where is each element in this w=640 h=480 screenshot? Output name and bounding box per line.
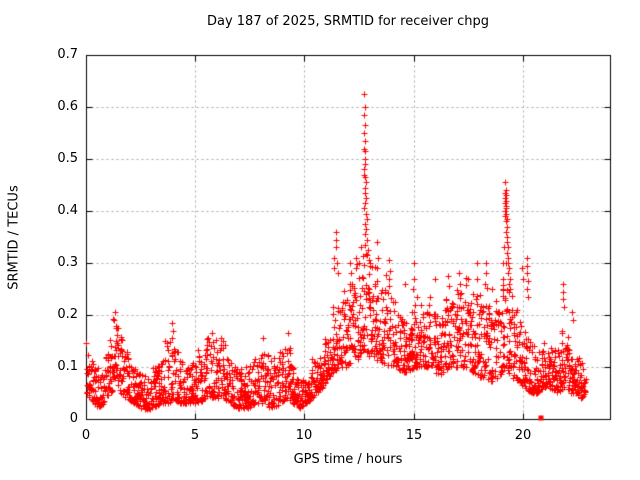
x-tick-label: 5: [190, 428, 200, 443]
chart-title: Day 187 of 2025, SRMTID for receiver chp…: [206, 14, 490, 29]
y-tick-label: 0.6: [57, 99, 78, 114]
y-tick-label: 0.1: [57, 359, 78, 374]
y-tick-label: 0.2: [57, 307, 78, 322]
x-axis-title: GPS time / hours: [293, 452, 403, 467]
y-tick-label: 0.4: [57, 203, 78, 218]
y-tick-label: 0: [69, 411, 78, 426]
y-tick-label: 0.3: [57, 255, 78, 270]
y-tick-label: 0.5: [57, 151, 78, 166]
x-tick-label: 10: [295, 428, 313, 443]
x-tick-label: 20: [514, 428, 532, 443]
x-tick-label: 0: [81, 428, 91, 443]
y-tick-label: 0.7: [57, 47, 78, 62]
x-tick-label: 15: [405, 428, 423, 443]
y-axis-title: SRMTID / TECUs: [6, 185, 22, 290]
